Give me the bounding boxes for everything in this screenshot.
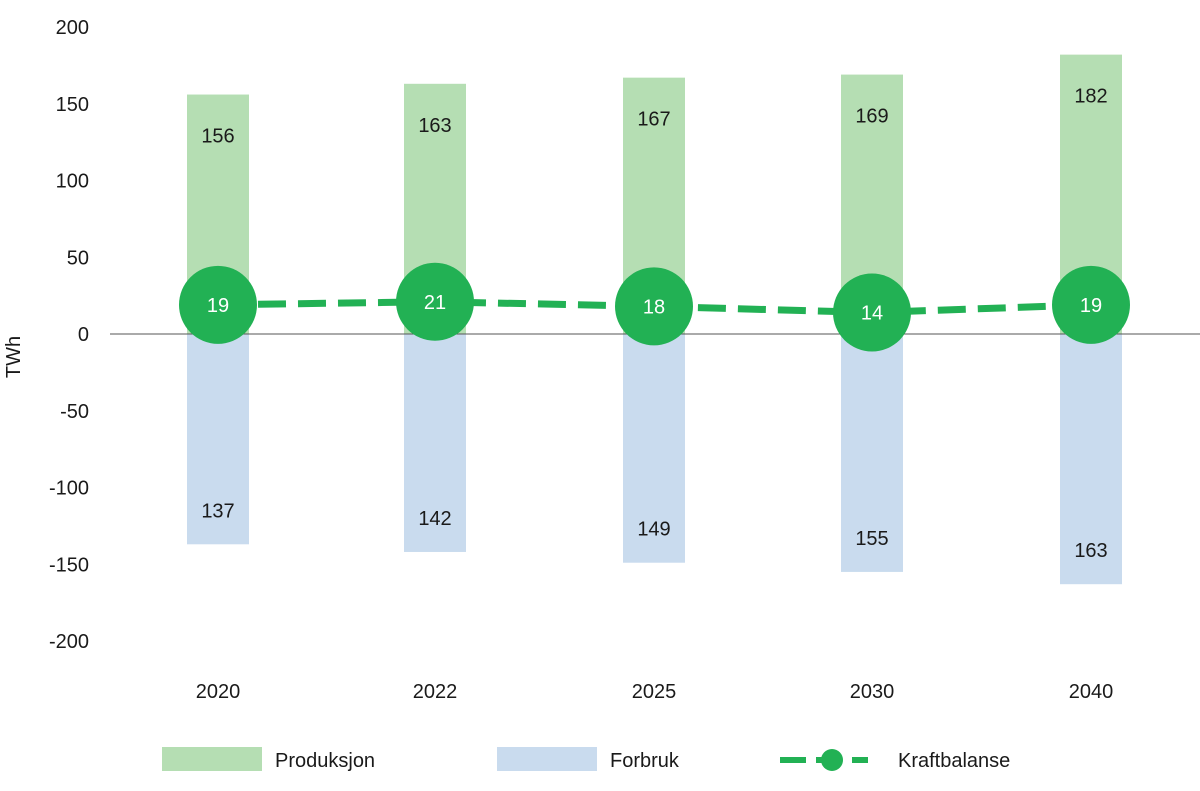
legend-label-forbruk: Forbruk — [610, 750, 680, 772]
bar-label-produksjon: 163 — [418, 115, 451, 137]
y-tick-label: 50 — [67, 247, 89, 269]
balance-marker — [179, 265, 257, 344]
y-tick-label: -50 — [60, 401, 89, 423]
x-tick-label: 2040 — [1069, 681, 1114, 703]
bar-label-forbruk: 155 — [855, 528, 888, 550]
bar-forbruk — [187, 334, 249, 545]
x-tick-label: 2025 — [632, 681, 677, 703]
bar-forbruk — [623, 334, 685, 563]
y-tick-label: 0 — [78, 324, 89, 346]
bar-label-produksjon: 156 — [201, 126, 234, 148]
legend-swatch-produksjon — [162, 747, 262, 771]
bar-label-forbruk: 163 — [1074, 540, 1107, 562]
y-tick-label: -100 — [49, 478, 89, 500]
x-tick-label: 2030 — [850, 681, 895, 703]
legend-swatch-forbruk — [497, 747, 597, 771]
x-axis-ticks: 2020 2022 2025 2030 2040 — [196, 681, 1114, 703]
y-tick-label: 200 — [56, 17, 89, 39]
balance-label: 14 — [861, 303, 883, 325]
balance-marker — [1052, 265, 1130, 344]
balance-line: 19 21 18 14 19 — [179, 262, 1130, 352]
legend-label-produksjon: Produksjon — [275, 750, 375, 772]
bar-label-produksjon: 167 — [637, 109, 670, 131]
y-axis-ticks: 200 150 100 50 0 -50 -100 -150 -200 — [49, 17, 89, 653]
balance-label: 19 — [207, 295, 229, 317]
bar-forbruk — [1060, 334, 1122, 585]
bar-label-produksjon: 182 — [1074, 86, 1107, 108]
y-tick-label: -200 — [49, 631, 89, 653]
bar-label-forbruk: 149 — [637, 519, 670, 541]
balance-marker — [833, 273, 911, 352]
y-tick-label: 100 — [56, 171, 89, 193]
bar-label-forbruk: 142 — [418, 508, 451, 530]
bar-label-forbruk: 137 — [201, 500, 234, 522]
balance-label: 18 — [643, 296, 665, 318]
legend: Produksjon Forbruk Kraftbalanse — [162, 747, 1010, 772]
legend-label-kraftbalanse: Kraftbalanse — [898, 750, 1010, 772]
bar-forbruk — [404, 334, 466, 552]
y-axis-label: TWh — [3, 336, 25, 378]
y-tick-label: 150 — [56, 94, 89, 116]
balance-label: 21 — [424, 292, 446, 314]
balance-marker — [615, 267, 693, 346]
x-tick-label: 2020 — [196, 681, 241, 703]
y-tick-label: -150 — [49, 554, 89, 576]
x-tick-label: 2022 — [413, 681, 458, 703]
bar-label-produksjon: 169 — [855, 106, 888, 128]
balance-marker — [396, 262, 474, 341]
bar-forbruk — [841, 334, 903, 572]
legend-swatch-kraftbalanse-marker — [821, 749, 843, 771]
balance-label: 19 — [1080, 295, 1102, 317]
balance-line-path — [217, 298, 1092, 317]
